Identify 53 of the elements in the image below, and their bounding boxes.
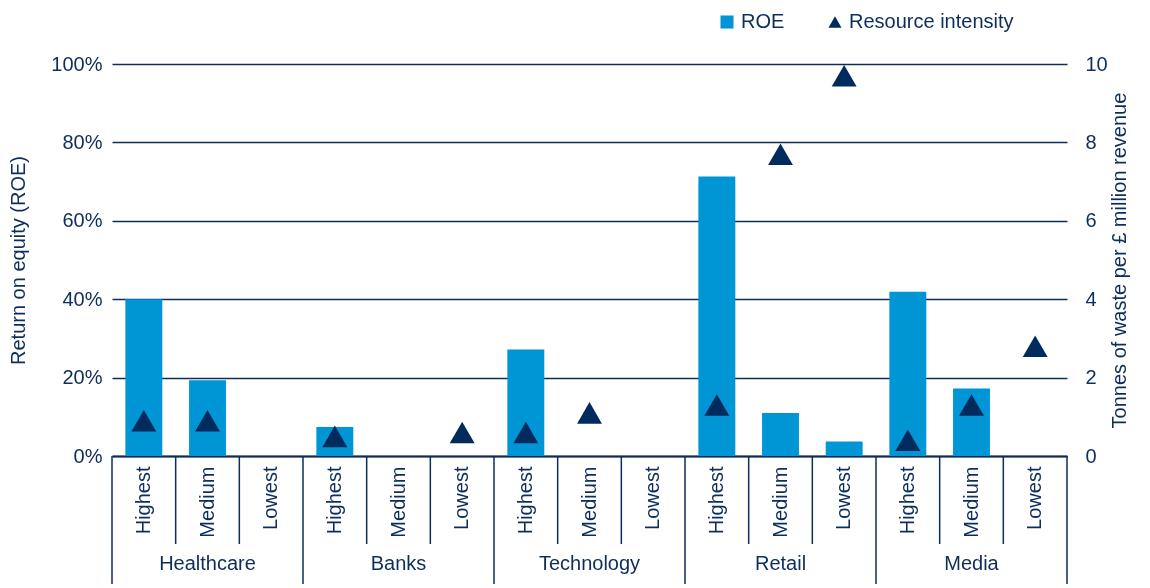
point (131, 409, 157, 432)
x-tick-label: Highest (704, 466, 727, 535)
bar (507, 349, 545, 456)
bar (189, 380, 226, 456)
x-tick-label: Highest (513, 466, 536, 535)
text: Banks (370, 552, 427, 574)
x-tick-label: Highest (322, 466, 345, 535)
x-tick-label: Medium (768, 466, 791, 538)
x-tick-label: Medium (195, 466, 218, 538)
bar (762, 412, 799, 456)
bar (825, 441, 863, 456)
point (768, 143, 793, 165)
x-tick-label: Lowest (641, 466, 664, 530)
text: Healthcare (159, 552, 256, 574)
point (1022, 335, 1048, 358)
y-tick-label: 20% (62, 366, 103, 389)
x-tick-label: Highest (895, 466, 918, 535)
legend-label: ROE (741, 10, 785, 32)
y2-axis-title: Tonnes of waste per £ million revenue (1107, 92, 1130, 429)
y2-tick-label: 10 (1085, 52, 1108, 75)
x-tick-label: Medium (577, 466, 600, 538)
point (513, 421, 539, 444)
y-tick-label: 0% (73, 444, 103, 467)
bar (698, 176, 736, 456)
x-tick-label: Lowest (1023, 466, 1046, 530)
y-tick-label: 100% (51, 52, 103, 75)
y-tick-label: 80% (62, 130, 103, 153)
x-tick-label: Medium (386, 466, 409, 538)
point (449, 421, 475, 444)
y2-tick-label: 4 (1085, 287, 1097, 310)
text: Technology (538, 552, 641, 574)
point (831, 64, 857, 87)
y-tick-label: 60% (62, 209, 103, 232)
point (895, 429, 921, 452)
text: Media (944, 552, 1000, 574)
y2-tick-label: 6 (1085, 209, 1097, 232)
y2-tick-label: 0 (1085, 444, 1097, 467)
y-tick-label: 40% (62, 287, 103, 310)
point (704, 394, 730, 416)
x-tick-label: Highest (131, 466, 154, 535)
y-axis-title: Return on equity (ROE) (7, 156, 30, 365)
x-tick-label: Lowest (259, 466, 282, 530)
bar (889, 291, 927, 456)
text: Retail (754, 552, 807, 574)
x-tick-label: Lowest (832, 466, 855, 530)
y2-tick-label: 2 (1085, 366, 1097, 389)
legend-label: Resource intensity (849, 10, 1014, 32)
x-tick-label: Medium (959, 466, 982, 538)
y2-tick-label: 8 (1085, 130, 1097, 153)
point (959, 394, 984, 416)
x-tick-label: Lowest (450, 466, 473, 530)
bar (125, 299, 163, 456)
point (577, 402, 602, 424)
